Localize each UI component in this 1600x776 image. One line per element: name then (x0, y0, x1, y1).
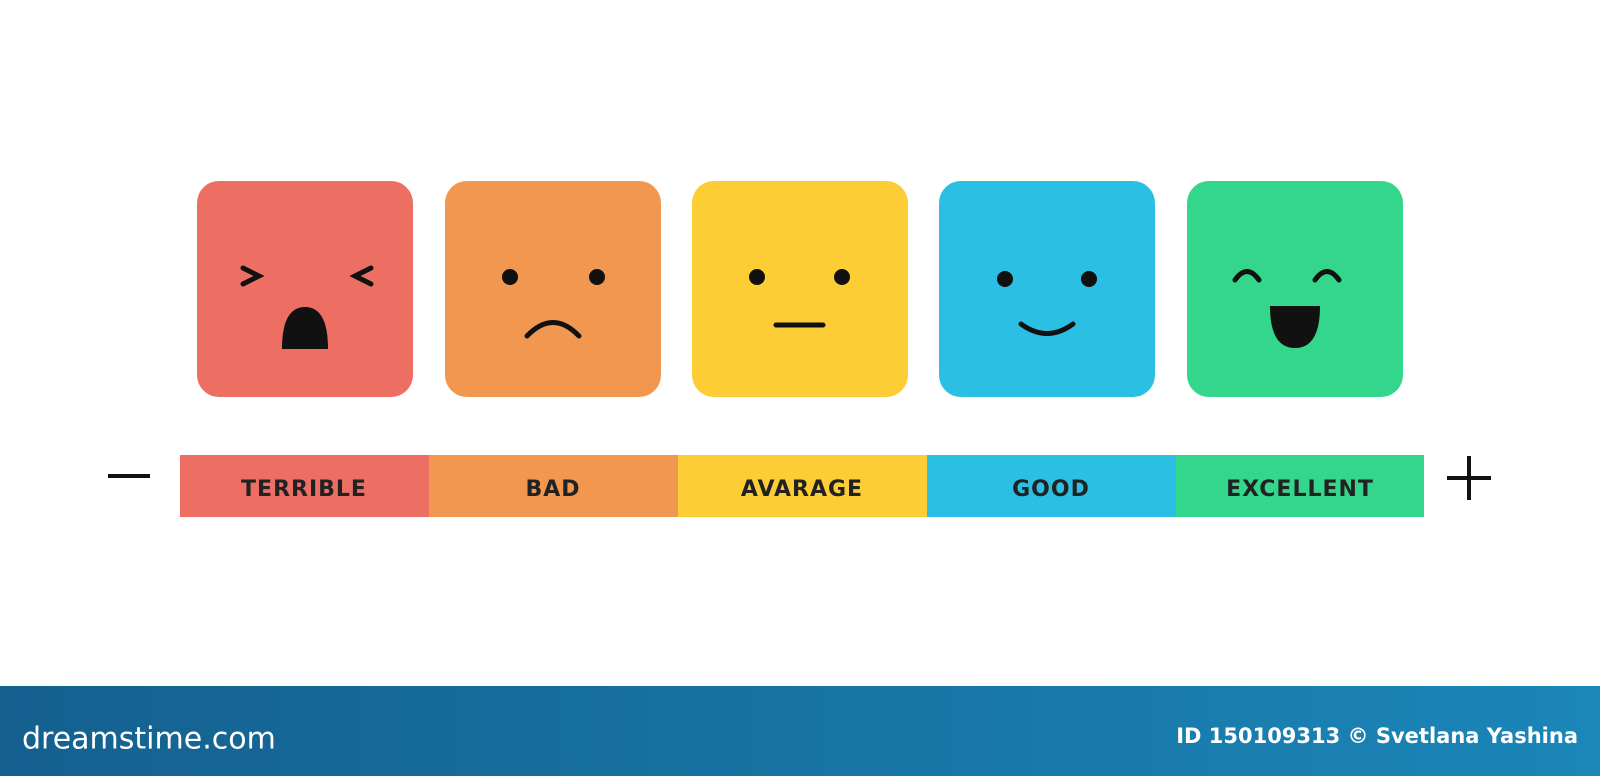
face-terrible (197, 181, 413, 397)
brand: dreamstime.com (22, 722, 276, 757)
rating-label: GOOD (1012, 477, 1090, 502)
face-excellent (1187, 181, 1403, 397)
rating-label: TERRIBLE (241, 477, 367, 502)
credit: ID 150109313 © Svetlana Yashina (1176, 724, 1578, 748)
footer-band (0, 686, 1600, 776)
rating-label: BAD (525, 477, 580, 502)
rating-label: EXCELLENT (1226, 477, 1374, 502)
face-good (939, 181, 1155, 397)
plus-icon (1447, 456, 1491, 500)
scale-bar: TERRIBLE BAD AVARAGE GOOD EXCELLENT (180, 455, 1424, 517)
rating-label: AVARAGE (741, 477, 863, 502)
face-average (692, 181, 908, 397)
face-bad (445, 181, 661, 397)
